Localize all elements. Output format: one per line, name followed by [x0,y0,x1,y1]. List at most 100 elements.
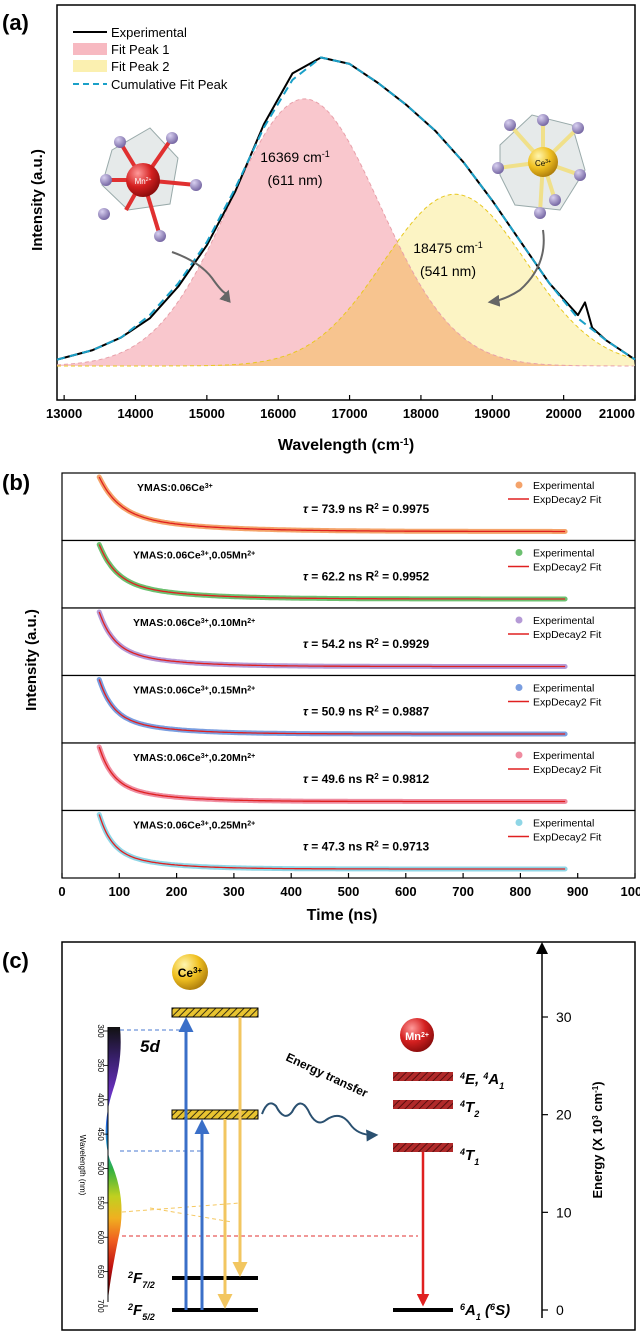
ce-5d-lower-level [171,1109,259,1120]
ce-ion-label-c: Ce3+ [178,966,203,981]
x-tick-label-700: 700 [452,884,474,899]
expdecay2-fit-line [98,544,566,600]
panel-c-frame [61,941,636,1331]
panel-b-label: (b) [2,470,30,495]
legend-label-fit: ExpDecay2 Fit [533,832,601,844]
x-tick-label-300: 300 [223,884,245,899]
guide-yellow-1 [121,1202,241,1213]
legend-label-fit-peak-2: Fit Peak 2 [111,59,170,74]
sample-label: YMAS:0.06Ce3+,0.05Mn2+ [133,550,255,562]
mn-octahedron-illustration: Mn2+ [98,127,231,304]
mn-ground-label: 6A1 (6S) [460,1302,510,1322]
ce-f72-label: 2F7/2 [127,1270,155,1290]
x-tick-label-600: 600 [395,884,417,899]
mn-level-4t1-label: 4T1 [459,1147,479,1167]
legend-swatch-experimental [515,481,523,489]
decay-subplot-5: YMAS:0.06Ce3+,0.20Mn2+ τ = 49.6 ns R2 = 0… [61,742,636,812]
expdecay2-fit-line [98,611,566,668]
peak-2-wavenumber: 18475 cm-1 [413,240,483,256]
mn-ion-label-c: Mn2+ [405,1031,429,1043]
ce-ion-ball-c [172,954,208,990]
legend-swatch-experimental [515,819,523,826]
x-tick-label-17000: 17000 [331,406,367,421]
spectrum-tick-label: 450 [96,1127,105,1141]
mn-level-4t2-label: 4T2 [459,1099,479,1119]
spectrum-ticks: 300 350 400 450 500 550 600 650 700 [96,1024,108,1313]
legend-label-fit: ExpDecay2 Fit [533,562,601,574]
x-tick-label-14000: 14000 [117,406,153,421]
cumulative-fit-line [56,56,636,361]
ce-5d-label: 5d [140,1037,160,1056]
spectrum-tick-label: 500 [96,1162,105,1176]
fit-peak-1-area [57,98,635,367]
x-tick-label-15000: 15000 [189,406,225,421]
legend-swatch-experimental [515,549,523,556]
tau-r2-readout: τ = 62.2 ns R2 = 0.9952 [303,569,429,584]
legend-swatch-experimental [515,751,523,759]
fit-peak-2-outline [57,193,634,367]
ce-ion-label: Ce3+ [535,159,551,168]
legend-label-experimental: Experimental [111,25,187,40]
panel-a-legend: Experimental Fit Peak 1 Fit Peak 2 Cumul… [73,25,228,92]
mn-ion-ball [126,163,160,197]
panel-b-x-ticks: 0 100 200 300 400 500 600 700 800 900 1000 [58,873,640,899]
mn-level-4e-4a1 [393,1072,453,1081]
peak-2-wavelength: (541 nm) [420,263,476,279]
ce-ion-ball [528,147,558,177]
energy-tick-label-0: 0 [556,1302,564,1318]
mn-level-4t2 [393,1100,453,1109]
spectrum-axis-label: Wavelength (nm) [78,1135,87,1196]
x-tick-label-18000: 18000 [403,406,439,421]
expdecay2-fit-line [98,746,566,803]
panel-a-ylabel: Intensity (a.u.) [29,149,46,251]
panel-b: (b) Intensity (a.u.) YMAS:0.06Ce3+ τ = 73… [2,470,640,924]
mn-ion-label: Mn2+ [135,177,152,186]
ce-polyhedron-illustration: Ce3+ [487,114,586,307]
expdecay2-fit-line [98,476,566,533]
fit-peak-1-outline [56,98,634,367]
x-tick-label-400: 400 [280,884,302,899]
sample-label: YMAS:0.06Ce3+ [137,482,213,494]
sample-label: YMAS:0.06Ce3+,0.25Mn2+ [133,820,255,832]
panel-a-label: (a) [2,10,29,35]
legend-label-fit: ExpDecay2 Fit [533,629,601,641]
panel-a-xlabel: Wavelength (cm-1) [278,437,414,455]
tau-r2-readout: τ = 47.3 ns R2 = 0.9713 [303,839,429,854]
legend-swatch-fit-peak-2 [73,60,107,72]
energy-tick-label-10: 10 [556,1204,572,1220]
panel-a-areas [56,98,635,367]
spectrum-tick-label: 700 [96,1299,105,1313]
energy-axis-ticks: 0 10 20 30 [542,1009,572,1318]
panel-b-subplots: YMAS:0.06Ce3+ τ = 73.9 ns R2 = 0.9975 Expe… [61,472,636,879]
decay-subplot-1: YMAS:0.06Ce3+ τ = 73.9 ns R2 = 0.9975 Expe… [61,472,636,542]
mn-curved-arrow [171,251,231,304]
panel-c-label: (c) [2,948,29,973]
tau-r2-readout: τ = 49.6 ns R2 = 0.9812 [303,772,429,787]
fit-peak-overlap-area [57,242,635,366]
legend-label-fit: ExpDecay2 Fit [533,764,601,776]
ce-f52-label: 2F5/2 [127,1302,155,1322]
panel-a-frame [56,4,636,401]
energy-tick-label-30: 30 [556,1009,572,1025]
tau-r2-readout: τ = 50.9 ns R2 = 0.9887 [303,704,429,719]
x-tick-label-800: 800 [510,884,532,899]
wavelength-spectrum: 300 350 400 450 500 550 600 650 700 Wavelength (… [78,1024,122,1313]
x-tick-label-21000: 21000 [599,406,635,421]
guide-yellow-2 [149,1207,233,1223]
legend-label-experimental: Experimental [533,683,594,695]
panel-a-lines [56,56,636,361]
energy-axis-label: Energy (X 103 cm-1) [590,1081,605,1198]
energy-tick-label-20: 20 [556,1107,572,1123]
spectrum-gradient [105,1027,122,1300]
panel-a-x-ticks: 13000 14000 15000 16000 17000 18000 19000 20000… [46,395,636,421]
spectrum-tick-label: 550 [96,1196,105,1210]
mn-level-4e-label: 4E, 4A1 [459,1071,504,1091]
spectrum-tick-label: 650 [96,1265,105,1279]
spectrum-tick-label: 600 [96,1231,105,1245]
legend-label-fit: ExpDecay2 Fit [533,494,601,506]
x-tick-label-1000: 1000 [621,884,640,899]
mn-level-4t1 [393,1143,453,1152]
spectrum-tick-label: 400 [96,1093,105,1107]
decay-subplot-2: YMAS:0.06Ce3+,0.05Mn2+ τ = 62.2 ns R2 = 0… [61,539,636,609]
x-tick-label-19000: 19000 [474,406,510,421]
